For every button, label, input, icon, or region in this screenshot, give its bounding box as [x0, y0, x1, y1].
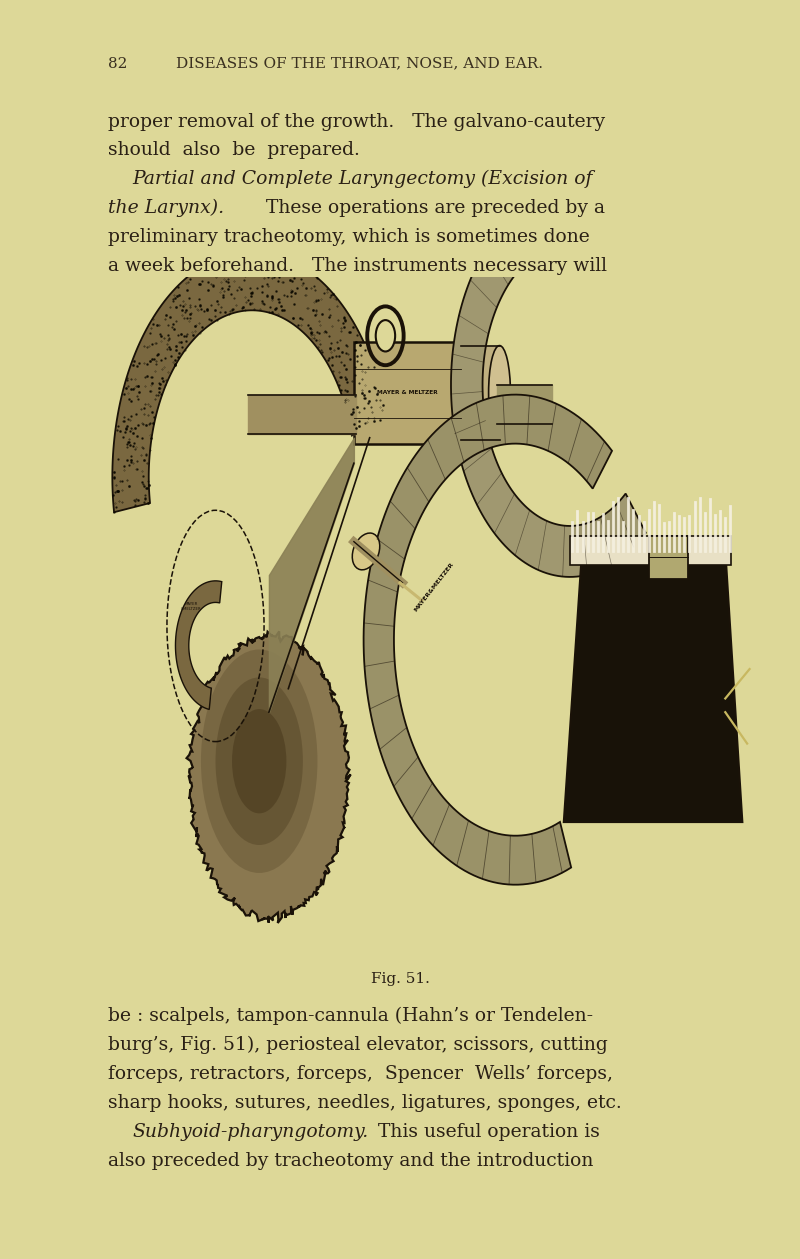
Text: Subhyoid-pharyngotomy.: Subhyoid-pharyngotomy.	[132, 1123, 368, 1141]
Text: This useful operation is: This useful operation is	[366, 1123, 600, 1141]
Text: a week beforehand.   The instruments necessary will: a week beforehand. The instruments neces…	[108, 257, 607, 274]
Text: proper removal of the growth.   The galvano-cautery: proper removal of the growth. The galvan…	[108, 113, 605, 131]
Text: Fig. 51.: Fig. 51.	[370, 972, 430, 986]
Text: burg’s, Fig. 51), periosteal elevator, scissors, cutting: burg’s, Fig. 51), periosteal elevator, s…	[108, 1036, 608, 1054]
Text: preliminary tracheotomy, which is sometimes done: preliminary tracheotomy, which is someti…	[108, 228, 590, 246]
Text: sharp hooks, sutures, needles, ligatures, sponges, etc.: sharp hooks, sutures, needles, ligatures…	[108, 1094, 622, 1112]
Text: forceps, retractors, forceps,  Spencer  Wells’ forceps,: forceps, retractors, forceps, Spencer We…	[108, 1065, 613, 1083]
Text: 82: 82	[108, 57, 127, 71]
Text: also preceded by tracheotomy and the introduction: also preceded by tracheotomy and the int…	[108, 1152, 594, 1170]
Text: Partial and Complete Laryngectomy (Excision of: Partial and Complete Laryngectomy (Excis…	[132, 170, 593, 188]
Text: the Larynx).: the Larynx).	[108, 199, 224, 217]
Text: DISEASES OF THE THROAT, NOSE, AND EAR.: DISEASES OF THE THROAT, NOSE, AND EAR.	[176, 57, 543, 71]
Text: These operations are preceded by a: These operations are preceded by a	[254, 199, 606, 217]
Text: be : scalpels, tampon-cannula (Hahn’s or Tendelen-: be : scalpels, tampon-cannula (Hahn’s or…	[108, 1007, 593, 1025]
Text: should  also  be  prepared.: should also be prepared.	[108, 141, 360, 159]
